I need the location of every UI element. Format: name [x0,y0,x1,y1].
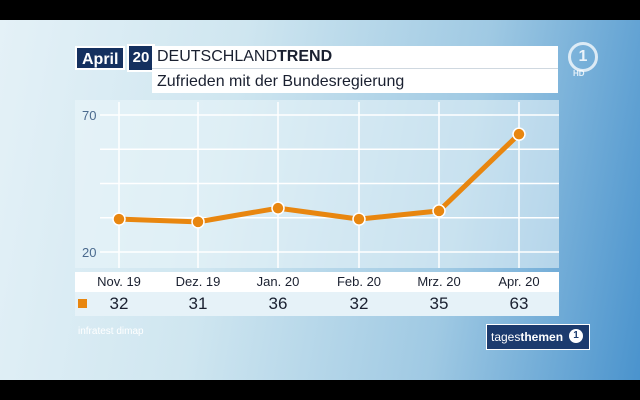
x-tick-label: Mrz. 20 [417,274,461,289]
data-label: 32 [349,294,369,313]
hd-label: HD [573,69,585,78]
legend-swatch [78,299,87,308]
brand-prefix: DEUTSCHLAND [157,48,278,65]
broadcast-graphic: April 20 DEUTSCHLANDTREND Zufrieden mit … [0,20,640,380]
x-tick-label: Jan. 20 [256,274,300,289]
data-point [112,212,126,226]
data-point [191,215,205,229]
chart-subtitle: Zufrieden mit der Bundesregierung [152,68,558,93]
tagesthemen-logo: tagesthemen 1 [486,324,590,350]
category-row: Nov. 19 Dez. 19 Jan. 20 Feb. 20 Mrz. 20 Apr. … [75,272,559,292]
source-label: infratest dimap [78,326,144,337]
show-logo-suffix: themen [520,330,564,344]
data-label: 36 [268,294,288,313]
x-tick-label: Apr. 20 [498,274,540,289]
data-label: 32 [109,294,129,313]
show-logo-prefix: tages [491,330,521,344]
y-tick-label: 70 [82,108,96,123]
data-point [271,201,285,215]
line-chart: 70 20 [75,100,559,268]
x-tick-label: Nov. 19 [97,274,141,289]
ard-one-circle-icon: 1 [569,329,583,343]
month-badge: April [75,46,126,70]
value-row: 32 31 36 32 35 63 [75,292,559,316]
brand-title: DEUTSCHLANDTREND [152,46,558,68]
data-label: 31 [188,294,208,313]
x-tick-label: Dez. 19 [175,274,221,289]
year-badge: 20 [127,44,155,72]
series-line [116,131,522,225]
data-label: 63 [509,294,529,313]
brand-suffix: TREND [277,48,333,65]
data-label: 35 [429,294,449,313]
y-tick-label: 20 [82,245,96,260]
data-point [432,204,446,218]
ard-one-logo-icon: 1 [568,42,598,72]
x-tick-label: Feb. 20 [336,274,382,289]
data-point [352,212,366,226]
data-point [512,127,526,141]
